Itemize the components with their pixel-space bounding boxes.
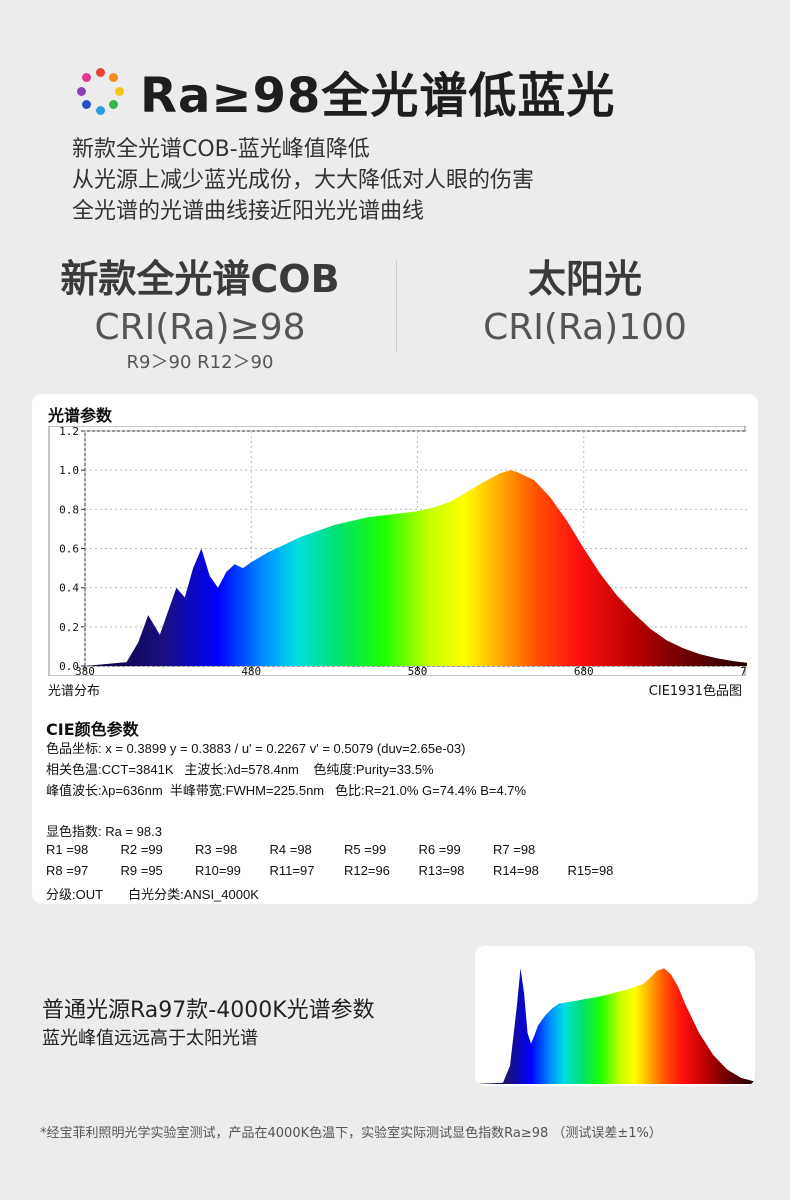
y-tick-label: 0.0 [59, 660, 79, 673]
intro-text: 新款全光谱COB-蓝光峰值降低 从光源上减少蓝光成份，大大降低对人眼的伤害 全光… [72, 134, 534, 227]
r-value: R15=98 [567, 863, 614, 878]
r-values-grid: R1 =98 R2 =99 R3 =98 R4 =98 R5 =99 R6 =9… [46, 842, 642, 905]
sunlight-cri: CRI(Ra)100 [483, 307, 687, 348]
spectrum-chart: 0.0 0.2 0.4 0.6 0.8 1.0 1.2 380 480 580 680 780 [48, 426, 747, 676]
ordinary-spectrum-area [475, 968, 755, 1084]
ordinary-light-title: 普通光源Ra97款-4000K光谱参数 [42, 998, 375, 1023]
r-value: R10=99 [195, 863, 241, 878]
intro-line: 全光谱的光谱曲线接近阳光光谱曲线 [72, 199, 425, 224]
x-tick-label: 580 [408, 665, 428, 676]
r-value: R14=98 [493, 863, 539, 878]
cie1931-label: CIE1931色品图 [648, 684, 742, 699]
column-divider [396, 260, 397, 352]
cie-line: 色品坐标: x = 0.3899 y = 0.3883 / u' = 0.226… [46, 741, 466, 756]
r-value: R9 =95 [120, 863, 163, 878]
r-value: R1 =98 [46, 842, 89, 857]
y-tick-label: 0.4 [59, 582, 79, 595]
color-dot [76, 86, 86, 96]
r-value: R11=97 [269, 863, 315, 878]
cob-r-values: R9＞90 R12＞90 [126, 352, 274, 373]
intro-line: 从光源上减少蓝光成份，大大降低对人眼的伤害 [72, 168, 535, 193]
r-value: R7 =98 [493, 842, 536, 857]
color-dot [82, 73, 92, 83]
ordinary-spectrum-chart [475, 968, 755, 1084]
color-dot [82, 99, 92, 109]
r-values-row: R1 =98 R2 =99 R3 =98 R4 =98 R5 =99 R6 =9… [46, 842, 642, 863]
ra-line: 显色指数: Ra = 98.3 [46, 824, 162, 839]
cob-column: 新款全光谱COB CRI(Ra)≥98 R9＞90 R12＞90 [40, 252, 360, 376]
ordinary-light-subtitle: 蓝光峰值远远高于太阳光谱 [42, 1028, 258, 1049]
cob-cri: CRI(Ra)≥98 [94, 307, 306, 348]
hero-header: Ra≥98全光谱低蓝光 [74, 58, 615, 124]
cie-line: 峰值波长:λp=636nm 半峰带宽:FWHM=225.5nm 色比:R=21.… [46, 783, 527, 798]
cob-name: 新款全光谱COB [60, 257, 340, 301]
color-dot [95, 105, 105, 115]
spectrum-card-title: 光谱参数 [48, 406, 113, 425]
grade-line: 分级:OUT 白光分类:ANSI_4000K [46, 887, 259, 902]
sunlight-column: 太阳光 CRI(Ra)100 [420, 252, 750, 350]
x-tick-label: 380 [75, 665, 95, 676]
r-value: R13=98 [418, 863, 465, 878]
r-value: R6 =99 [418, 842, 461, 857]
sunlight-name: 太阳光 [527, 257, 642, 301]
r-value: R4 =98 [269, 842, 312, 857]
r-value: R12=96 [344, 863, 390, 878]
y-tick-label: 0.8 [59, 503, 79, 516]
x-tick-label: 480 [241, 665, 261, 676]
grade-row: 分级:OUT 白光分类:ANSI_4000K [46, 884, 642, 905]
y-tick-label: 1.2 [59, 426, 79, 438]
color-dot [108, 99, 118, 109]
cie-title: CIE颜色参数 [46, 720, 139, 739]
color-dot [108, 73, 118, 83]
r-value: R8 =97 [46, 863, 89, 878]
x-tick-label: 780 [740, 665, 747, 676]
r-value: R5 =99 [344, 842, 387, 857]
ordinary-spectrum-card [475, 946, 755, 1086]
ordinary-light-caption: 普通光源Ra97款-4000K光谱参数 蓝光峰值远远高于太阳光谱 [42, 996, 375, 1052]
spectrum-area [85, 470, 747, 666]
comparison-section: 新款全光谱COB CRI(Ra)≥98 R9＞90 R12＞90 太阳光 CRI… [0, 252, 790, 382]
y-tick-label: 0.6 [59, 543, 79, 556]
spectrum-distribution-label: 光谱分布 [48, 684, 101, 699]
r-value: R2 =99 [120, 842, 163, 857]
color-dots-logo-icon [74, 65, 126, 117]
y-tick-label: 0.2 [59, 621, 79, 634]
y-tick-label: 1.0 [59, 464, 79, 477]
r-value: R3 =98 [195, 842, 238, 857]
spectrum-card: 光谱参数 0.0 0.2 0.4 0.6 0.8 1.0 1.2 380 480 580 680 78… [32, 394, 758, 904]
hero-title: Ra≥98全光谱低蓝光 [140, 68, 616, 124]
x-tick-label: 680 [574, 665, 594, 676]
intro-line: 新款全光谱COB-蓝光峰值降低 [72, 137, 370, 162]
color-dot [114, 86, 124, 96]
r-values-row: R8 =97 R9 =95 R10=99 R11=97 R12=96 R13=9… [46, 863, 642, 884]
footnote: *经宝菲利照明光学实验室测试，产品在4000K色温下，实验室实际测试显色指数Ra… [40, 1126, 662, 1141]
cie-line: 相关色温:CCT=3841K 主波长:λd=578.4nm 色纯度:Purity… [46, 762, 434, 777]
color-dot [95, 67, 105, 77]
